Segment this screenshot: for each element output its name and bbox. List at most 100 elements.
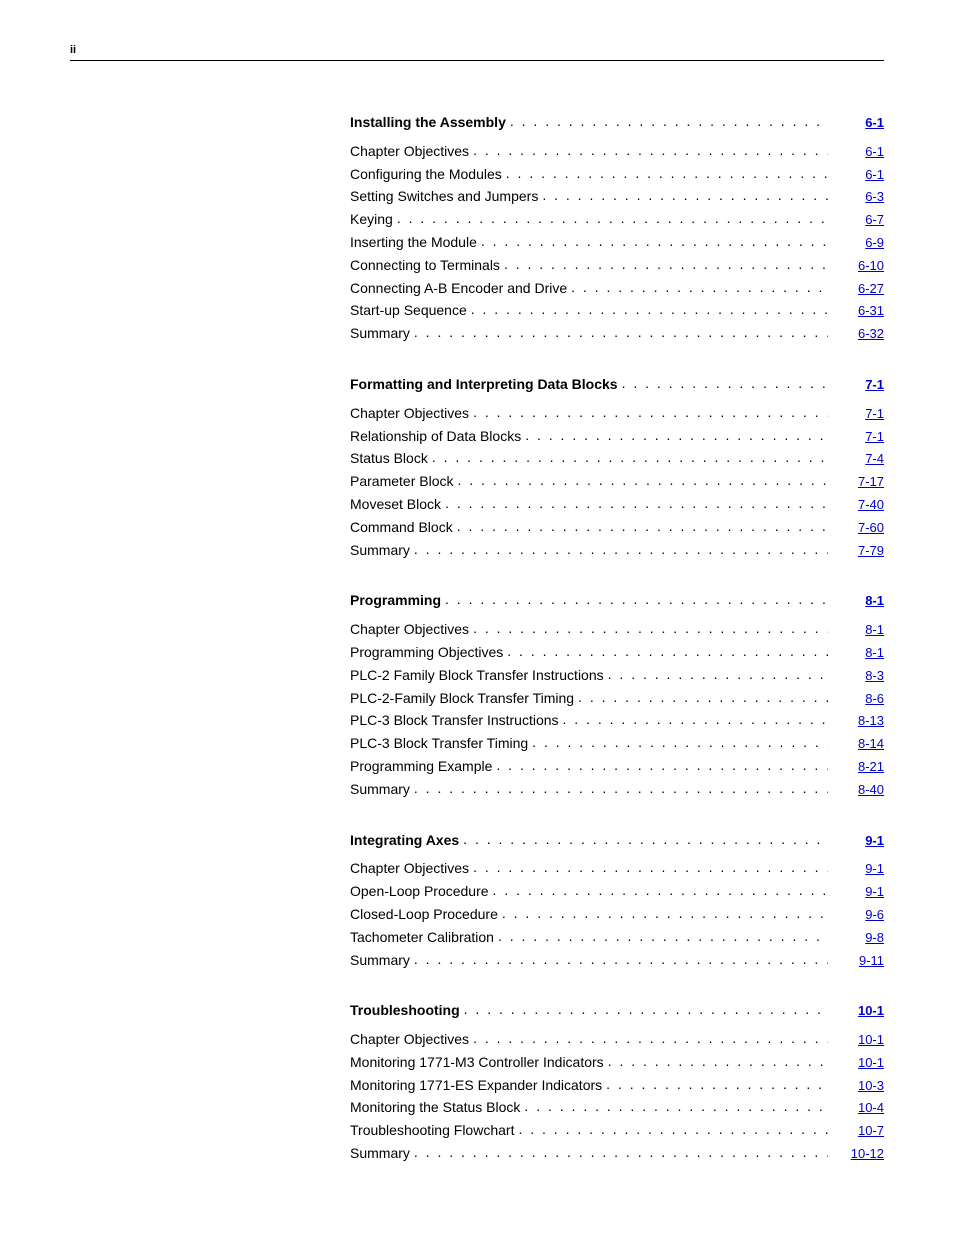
toc-item-label: Programming Example: [350, 755, 492, 777]
toc-heading-page[interactable]: 6-1: [832, 113, 884, 134]
toc-item-row: Chapter Objectives 9-1: [350, 857, 884, 880]
toc-item-page[interactable]: 8-6: [832, 689, 884, 710]
toc-item-page[interactable]: 6-10: [832, 256, 884, 277]
leader-dots: [606, 1073, 828, 1095]
header-bar: ii: [70, 40, 884, 61]
toc-item-row: Summary6-32: [350, 322, 884, 345]
toc-item-page[interactable]: 7-17: [832, 472, 884, 493]
toc-item-label: Start-up Sequence: [350, 299, 467, 321]
leader-dots: [463, 828, 828, 850]
toc-item-page[interactable]: 10-4: [832, 1098, 884, 1119]
leader-dots: [507, 640, 828, 662]
toc-item-label: Closed-Loop Procedure: [350, 903, 498, 925]
leader-dots: [532, 731, 828, 753]
toc-item-label: Chapter Objectives: [350, 402, 469, 424]
toc-item-label: Chapter Objectives: [350, 857, 469, 879]
toc-item-page[interactable]: 10-12: [832, 1144, 884, 1165]
toc-item-page[interactable]: 8-21: [832, 757, 884, 778]
leader-dots: [504, 253, 828, 275]
toc-item-page[interactable]: 7-4: [832, 449, 884, 470]
toc-item-page[interactable]: 9-1: [832, 859, 884, 880]
leader-dots: [518, 1118, 828, 1140]
leader-dots: [502, 902, 828, 924]
toc-item-row: Monitoring 1771-ES Expander Indicators10…: [350, 1074, 884, 1097]
toc-item-page[interactable]: 9-6: [832, 905, 884, 926]
toc-item-page[interactable]: 6-1: [832, 142, 884, 163]
leader-dots: [542, 184, 828, 206]
toc-item-page[interactable]: 8-14: [832, 734, 884, 755]
toc-item-page[interactable]: 8-3: [832, 666, 884, 687]
toc-item-page[interactable]: 6-3: [832, 187, 884, 208]
toc-content: Installing the Assembly6-1 Chapter Object…: [350, 111, 884, 1165]
toc-item-row: Programming Example 8-21: [350, 755, 884, 778]
toc-item-page[interactable]: 10-7: [832, 1121, 884, 1142]
toc-item-label: Parameter Block: [350, 470, 453, 492]
toc-item-page[interactable]: 7-40: [832, 495, 884, 516]
toc-item-row: Closed-Loop Procedure 9-6: [350, 903, 884, 926]
toc-item-page[interactable]: 8-1: [832, 620, 884, 641]
toc-item-page[interactable]: 8-13: [832, 711, 884, 732]
toc-item-row: Programming Objectives 8-1: [350, 641, 884, 664]
toc-item-row: Summary8-40: [350, 778, 884, 801]
toc-item-label: Connecting A-B Encoder and Drive: [350, 277, 567, 299]
toc-item-page[interactable]: 6-1: [832, 165, 884, 186]
toc-heading-page[interactable]: 7-1: [832, 375, 884, 396]
toc-item-page[interactable]: 6-27: [832, 279, 884, 300]
leader-dots: [506, 162, 828, 184]
toc-item-row: PLC-3 Block Transfer Timing8-14: [350, 732, 884, 755]
toc-heading-label: Formatting and Interpreting Data Blocks: [350, 373, 618, 395]
toc-item-label: Chapter Objectives: [350, 140, 469, 162]
toc-item-page[interactable]: 9-11: [832, 951, 884, 972]
toc-item-row: Connecting A-B Encoder and Drive 6-27: [350, 277, 884, 300]
toc-item-row: Summary9-11: [350, 949, 884, 972]
toc-item-row: Tachometer Calibration9-8: [350, 926, 884, 949]
toc-section: Formatting and Interpreting Data Blocks 7…: [350, 373, 884, 561]
toc-item-page[interactable]: 6-31: [832, 301, 884, 322]
toc-item-row: Keying6-7: [350, 208, 884, 231]
toc-item-label: Moveset Block: [350, 493, 441, 515]
toc-item-page[interactable]: 8-40: [832, 780, 884, 801]
toc-item-label: Configuring the Modules: [350, 163, 502, 185]
toc-item-label: Monitoring the Status Block: [350, 1096, 520, 1118]
toc-item-page[interactable]: 6-7: [832, 210, 884, 231]
toc-item-page[interactable]: 7-79: [832, 541, 884, 562]
page-number: ii: [70, 44, 76, 56]
toc-heading-page[interactable]: 10-1: [832, 1001, 884, 1022]
toc-item-row: Connecting to Terminals 6-10: [350, 254, 884, 277]
toc-item-label: Programming Objectives: [350, 641, 503, 663]
toc-item-page[interactable]: 10-3: [832, 1076, 884, 1097]
toc-heading-row: Installing the Assembly6-1: [350, 111, 884, 134]
toc-item-page[interactable]: 9-8: [832, 928, 884, 949]
leader-dots: [471, 298, 828, 320]
toc-item-row: Status Block 7-4: [350, 447, 884, 470]
toc-item-page[interactable]: 9-1: [832, 882, 884, 903]
toc-item-label: Status Block: [350, 447, 428, 469]
toc-item-row: PLC-3 Block Transfer Instructions 8-13: [350, 709, 884, 732]
toc-item-page[interactable]: 7-60: [832, 518, 884, 539]
toc-item-row: Summary10-12: [350, 1142, 884, 1165]
toc-heading-page[interactable]: 9-1: [832, 831, 884, 852]
toc-heading-row: Troubleshooting10-1: [350, 999, 884, 1022]
toc-item-label: PLC-3 Block Transfer Instructions: [350, 709, 559, 731]
leader-dots: [608, 1050, 828, 1072]
leader-dots: [445, 588, 828, 610]
toc-item-page[interactable]: 6-32: [832, 324, 884, 345]
toc-item-page[interactable]: 10-1: [832, 1030, 884, 1051]
toc-item-row: Configuring the Modules 6-1: [350, 163, 884, 186]
leader-dots: [432, 446, 828, 468]
toc-item-page[interactable]: 10-1: [832, 1053, 884, 1074]
toc-item-page[interactable]: 8-1: [832, 643, 884, 664]
toc-item-row: PLC-2-Family Block Transfer Timing8-6: [350, 687, 884, 710]
toc-item-row: Setting Switches and Jumpers6-3: [350, 185, 884, 208]
toc-item-page[interactable]: 7-1: [832, 427, 884, 448]
toc-item-label: PLC-2 Family Block Transfer Instructions: [350, 664, 604, 686]
leader-dots: [563, 708, 828, 730]
leader-dots: [608, 663, 828, 685]
leader-dots: [397, 207, 828, 229]
toc-item-label: Connecting to Terminals: [350, 254, 500, 276]
toc-item-page[interactable]: 7-1: [832, 404, 884, 425]
toc-item-page[interactable]: 6-9: [832, 233, 884, 254]
leader-dots: [571, 276, 828, 298]
toc-item-row: Start-up Sequence 6-31: [350, 299, 884, 322]
toc-heading-page[interactable]: 8-1: [832, 591, 884, 612]
